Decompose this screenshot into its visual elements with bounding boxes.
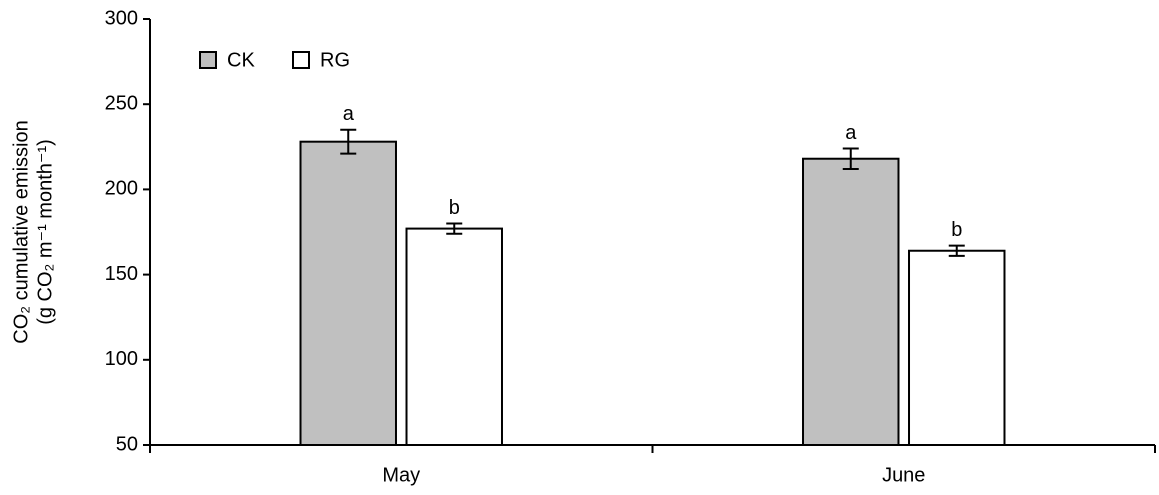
y-tick-label: 100 [105,348,138,370]
y-axis-label: (g CO₂ m⁻¹ month⁻¹) [34,139,56,325]
error-bar [948,244,965,257]
significance-letter: a [845,122,857,144]
y-axis-label: CO₂ cumulative emission [10,120,32,343]
error-bar [842,147,859,170]
y-tick-label: 50 [116,433,138,455]
bar [405,227,503,446]
legend-swatch [199,51,217,69]
bar [908,249,1006,446]
error-bar [446,222,463,235]
legend-label: RG [320,49,350,71]
significance-letter: b [449,197,460,219]
y-tick-label: 200 [105,178,138,200]
y-tick-label: 150 [105,263,138,285]
legend-label: CK [227,49,255,71]
significance-letter: a [343,103,355,125]
error-bar [340,128,357,155]
x-tick-label: June [882,464,925,486]
significance-letter: b [951,219,962,241]
y-tick-label: 300 [105,7,138,29]
x-tick-label: May [382,464,420,486]
legend-swatch [292,51,310,69]
bar [299,140,397,447]
bar [802,157,900,446]
y-tick-label: 250 [105,92,138,114]
